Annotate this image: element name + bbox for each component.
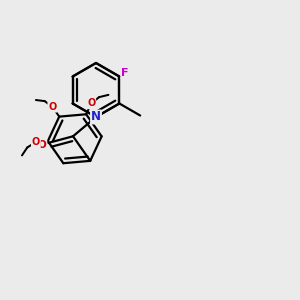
Text: N: N bbox=[91, 110, 101, 124]
Text: F: F bbox=[121, 68, 129, 78]
Text: O: O bbox=[87, 98, 95, 108]
Text: O: O bbox=[32, 137, 40, 147]
Text: O: O bbox=[38, 140, 46, 150]
Text: O: O bbox=[48, 102, 56, 112]
